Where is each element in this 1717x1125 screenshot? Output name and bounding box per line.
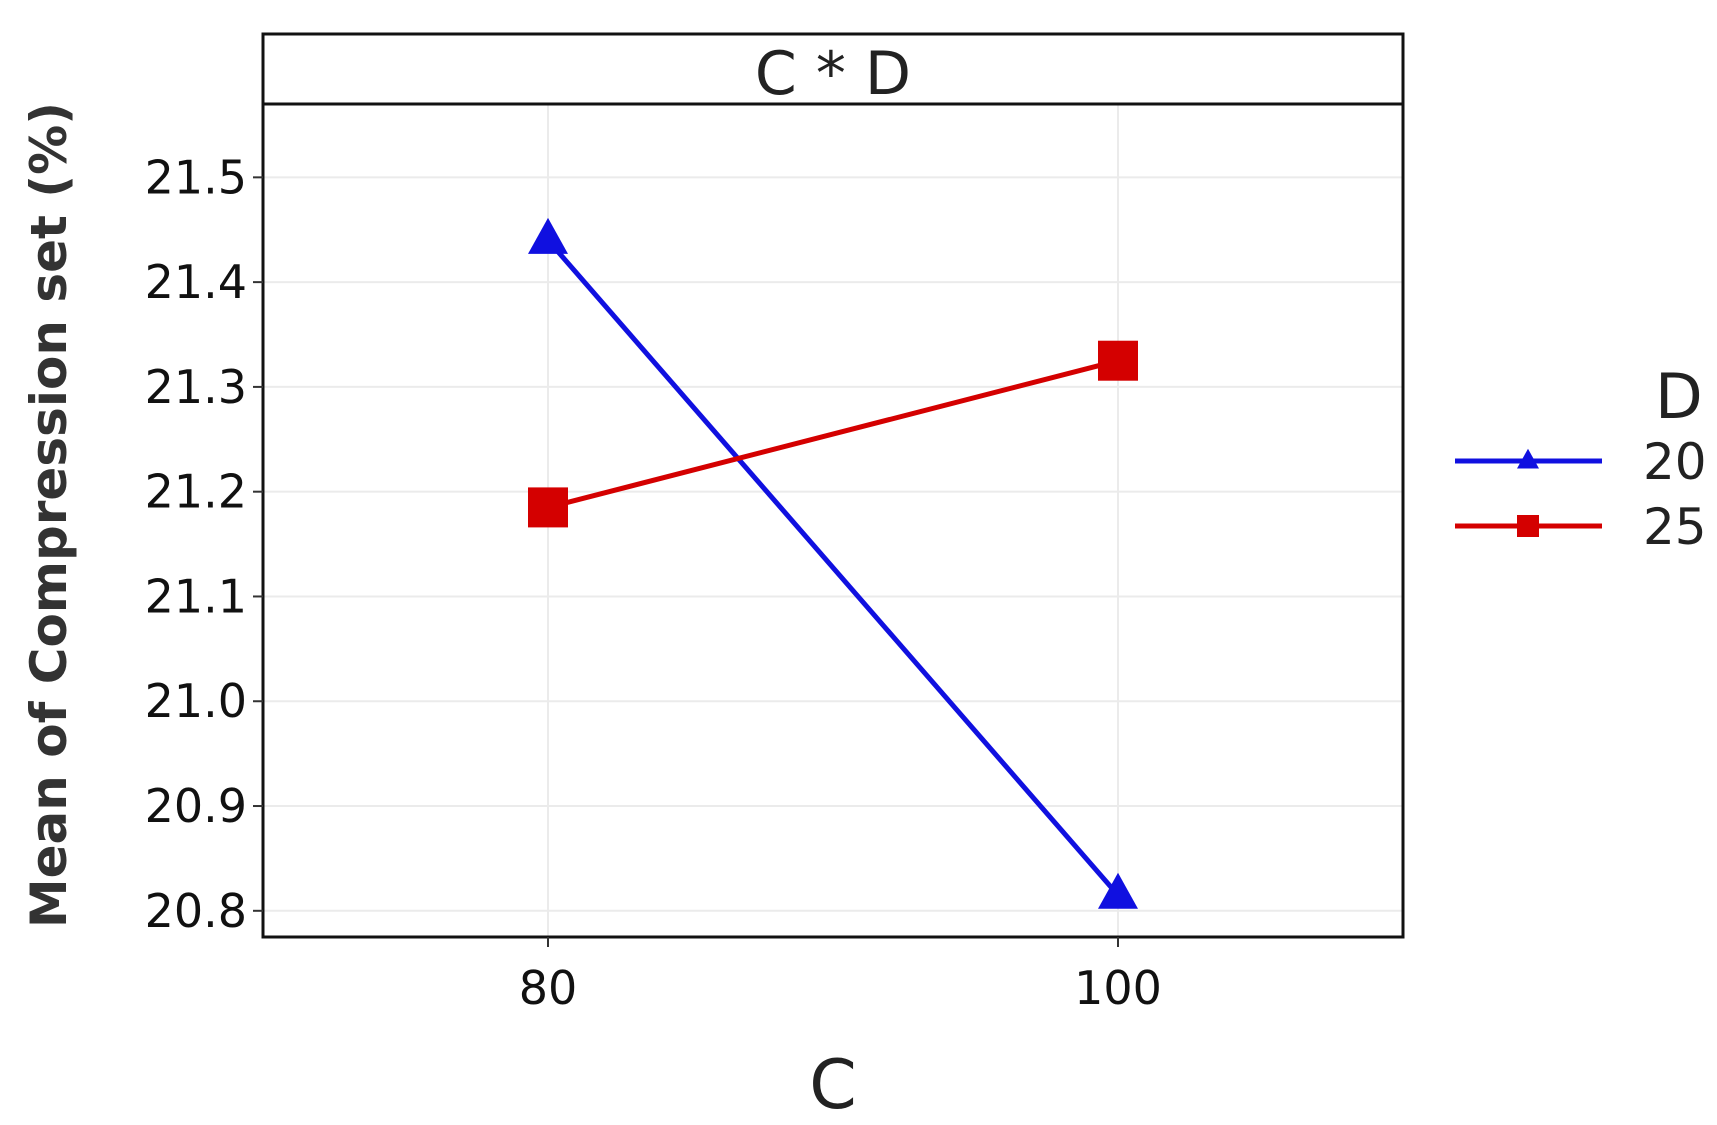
y-tick-label: 20.9: [145, 779, 247, 833]
x-tick-label: 80: [519, 961, 578, 1015]
legend-item-25: 25: [1455, 498, 1707, 556]
legend-title: D: [1655, 360, 1703, 433]
series-layer: [528, 217, 1138, 909]
y-tick-label: 21.0: [145, 674, 247, 728]
data-point: [528, 487, 568, 528]
legend-label: 25: [1643, 498, 1707, 556]
facet-title: C * D: [755, 39, 911, 109]
data-point: [1098, 340, 1138, 381]
y-tick-label: 21.3: [145, 360, 247, 414]
series-20: [528, 217, 1138, 909]
y-tick-label: 21.1: [145, 569, 247, 623]
x-axis-label: C: [809, 1046, 856, 1125]
x-tick-label: 100: [1074, 961, 1162, 1015]
y-axis: 20.8 20.9 21.0 21.1 21.2 21.3 21.4 21.5: [145, 150, 263, 938]
y-tick-label: 20.8: [145, 884, 247, 938]
plot-panel-border: [261, 32, 1405, 939]
series-line: [547, 358, 1119, 510]
x-axis: 80 100: [519, 937, 1162, 1015]
y-tick-label: 21.2: [145, 465, 247, 519]
legend-item-20: 20: [1455, 433, 1707, 491]
y-axis-label: Mean of Compression set (%): [20, 102, 78, 928]
series-25: [528, 340, 1138, 528]
data-point: [1098, 872, 1138, 909]
data-point: [528, 217, 568, 254]
y-tick-label: 21.5: [145, 150, 247, 204]
plot-panel: [263, 34, 1403, 937]
legend: D 20 25: [1455, 360, 1707, 556]
legend-marker: [1517, 515, 1539, 537]
legend-label: 20: [1643, 433, 1707, 491]
y-tick-label: 21.4: [145, 255, 247, 309]
series-line: [546, 238, 1120, 897]
legend-marker: [1517, 448, 1539, 469]
